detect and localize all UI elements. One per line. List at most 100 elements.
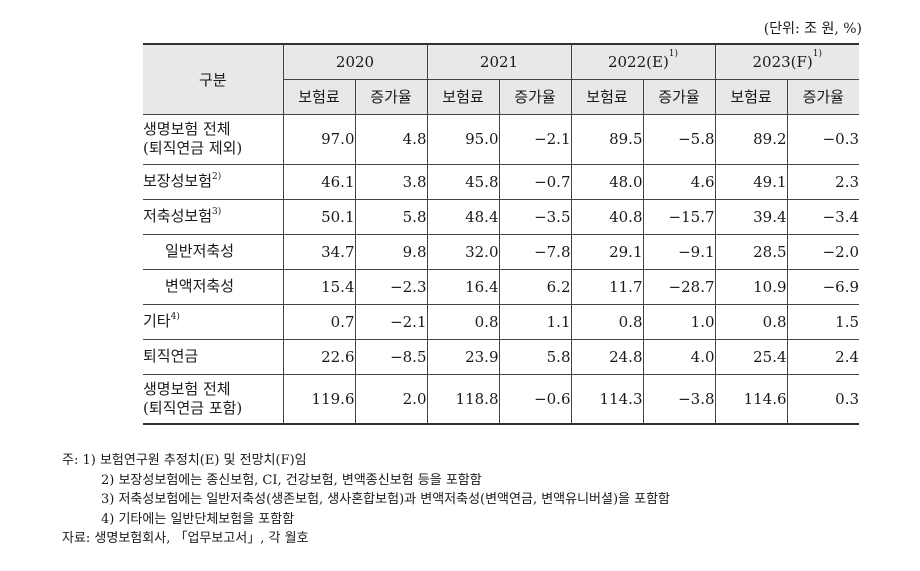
- row-label: 저축성보험3): [143, 198, 284, 235]
- growth-rate-cell: 4.6: [642, 163, 716, 200]
- row-label-line: 생명보험 전체: [143, 379, 231, 398]
- premium-cell: 0.8: [714, 303, 788, 340]
- growth-rate-cell: −3.4: [786, 198, 860, 235]
- premium-cell: 29.1: [570, 233, 644, 270]
- premium-cell: 16.4: [426, 268, 500, 305]
- row-label-line: 보장성보험2): [143, 172, 283, 191]
- sub-header: 보험료: [283, 78, 356, 115]
- growth-rate-cell: 0.3: [786, 373, 860, 425]
- table-row: 생명보험 전체 (퇴직연금 제외) 97.0 4.8 95.0 −2.1 89.5 −5.8 8…: [143, 113, 860, 165]
- row-label-line: (퇴직연금 제외): [143, 139, 243, 157]
- table-row: 기타4) 0.7 −2.1 0.8 1.1 0.8 1.0 0.8 1.5: [143, 303, 860, 340]
- growth-rate-cell: 2.4: [786, 338, 860, 375]
- table-row: 저축성보험3) 50.1 5.8 48.4 −3.5 40.8 −15.7 39.4 −3.4: [143, 198, 860, 235]
- growth-rate-cell: −2.3: [354, 268, 428, 305]
- row-label-line: 변액저축성: [165, 277, 235, 295]
- growth-rate-cell: −0.7: [498, 163, 572, 200]
- growth-rate-cell: −6.9: [786, 268, 860, 305]
- growth-rate-cell: 1.1: [498, 303, 572, 340]
- table-row: 퇴직연금 22.6 −8.5 23.9 5.8 24.8 4.0 25.4 2.4: [143, 338, 860, 375]
- premium-cell: 95.0: [426, 113, 500, 165]
- row-label: 퇴직연금: [143, 338, 284, 375]
- row-label-text: 저축성보험: [143, 207, 213, 225]
- premium-cell: 45.8: [426, 163, 500, 200]
- sub-header: 보험료: [570, 78, 644, 115]
- growth-rate-cell: 5.8: [498, 338, 572, 375]
- sub-header: 보험료: [714, 78, 788, 115]
- year-header: 2023(F)1): [714, 43, 860, 80]
- premium-cell: 10.9: [714, 268, 788, 305]
- growth-rate-cell: 9.8: [354, 233, 428, 270]
- growth-rate-cell: 1.0: [642, 303, 716, 340]
- premium-cell: 46.1: [282, 163, 356, 200]
- table-row: 생명보험 전체 (퇴직연금 포함) 119.6 2.0 118.8 −0.6 114.3 −3…: [143, 373, 860, 425]
- premium-cell: 25.4: [714, 338, 788, 375]
- row-label-line: (퇴직연금 포함): [143, 398, 243, 417]
- growth-rate-cell: 1.5: [786, 303, 860, 340]
- row-label-text: 보장성보험: [143, 172, 213, 190]
- premium-cell: 49.1: [714, 163, 788, 200]
- row-label: 변액저축성: [143, 268, 284, 305]
- growth-rate-cell: −28.7: [642, 268, 716, 305]
- row-label: 생명보험 전체 (퇴직연금 포함): [143, 373, 284, 425]
- premium-cell: 114.6: [714, 373, 788, 425]
- sub-header: 보험료: [426, 78, 500, 115]
- sub-header: 증가율: [786, 78, 860, 115]
- premium-cell: 15.4: [282, 268, 356, 305]
- footnotes: 주: 1) 보험연구원 추정치(E) 및 전망치(F)임 2) 보장성보험에는 …: [62, 451, 670, 549]
- premium-cell: 28.5: [714, 233, 788, 270]
- growth-rate-cell: −15.7: [642, 198, 716, 235]
- source-note: 자료: 생명보험회사, 「업무보고서」, 각 월호: [62, 531, 309, 546]
- premium-cell: 48.0: [570, 163, 644, 200]
- premium-cell: 40.8: [570, 198, 644, 235]
- footnote: 3) 저축성보험에는 일반저축성(생존보험, 생사혼합보험)과 변액저축성(변액…: [101, 492, 671, 507]
- growth-rate-cell: 6.2: [498, 268, 572, 305]
- footnote-marker: 4): [170, 312, 180, 322]
- table-row: 일반저축성 34.7 9.8 32.0 −7.8 29.1 −9.1 28.5 −2.0: [143, 233, 860, 270]
- growth-rate-cell: −8.5: [354, 338, 428, 375]
- unit-label: (단위: 조 원, %): [763, 21, 862, 37]
- table-row: 보장성보험2) 46.1 3.8 45.8 −0.7 48.0 4.6 49.1 2.3: [143, 163, 860, 200]
- premium-cell: 89.5: [570, 113, 644, 165]
- growth-rate-cell: 2.0: [354, 373, 428, 425]
- premium-cell: 32.0: [426, 233, 500, 270]
- row-label: 기타4): [143, 303, 284, 340]
- premium-table: 구분 2020 2021 2022(E)1) 2023(F)1) 보험료 증가율…: [143, 43, 860, 425]
- premium-cell: 11.7: [570, 268, 644, 305]
- growth-rate-cell: 3.8: [354, 163, 428, 200]
- year-header-row: 구분 2020 2021 2022(E)1) 2023(F)1): [143, 43, 860, 115]
- premium-cell: 89.2: [714, 113, 788, 165]
- row-label-line: 퇴직연금: [143, 347, 199, 365]
- row-label-line: 기타4): [143, 312, 283, 331]
- growth-rate-cell: −7.8: [498, 233, 572, 270]
- growth-rate-cell: −2.1: [498, 113, 572, 165]
- premium-cell: 97.0: [282, 113, 356, 165]
- premium-cell: 22.6: [282, 338, 356, 375]
- premium-cell: 48.4: [426, 198, 500, 235]
- row-label: 일반저축성: [143, 233, 284, 270]
- premium-cell: 114.3: [570, 373, 644, 425]
- row-label-line: 저축성보험3): [143, 207, 283, 226]
- growth-rate-cell: 4.0: [642, 338, 716, 375]
- premium-cell: 0.8: [570, 303, 644, 340]
- growth-rate-cell: −9.1: [642, 233, 716, 270]
- growth-rate-cell: −2.1: [354, 303, 428, 340]
- year-header: 2021: [426, 43, 572, 80]
- premium-cell: 50.1: [282, 198, 356, 235]
- growth-rate-cell: −0.6: [498, 373, 572, 425]
- growth-rate-cell: −2.0: [786, 233, 860, 270]
- premium-cell: 23.9: [426, 338, 500, 375]
- growth-rate-cell: 2.3: [786, 163, 860, 200]
- growth-rate-cell: −0.3: [786, 113, 860, 165]
- premium-cell: 119.6: [282, 373, 356, 425]
- growth-rate-cell: 4.8: [354, 113, 428, 165]
- growth-rate-cell: −3.5: [498, 198, 572, 235]
- footnote: 4) 기타에는 일반단체보험을 포함함: [101, 511, 295, 527]
- footnote-marker: 2): [212, 172, 222, 182]
- growth-rate-cell: −3.8: [642, 373, 716, 425]
- sub-header: 증가율: [642, 78, 716, 115]
- corner-header: 구분: [143, 43, 284, 115]
- premium-cell: 118.8: [426, 373, 500, 425]
- row-label-line: 일반저축성: [165, 242, 235, 260]
- row-label: 보장성보험2): [143, 163, 284, 200]
